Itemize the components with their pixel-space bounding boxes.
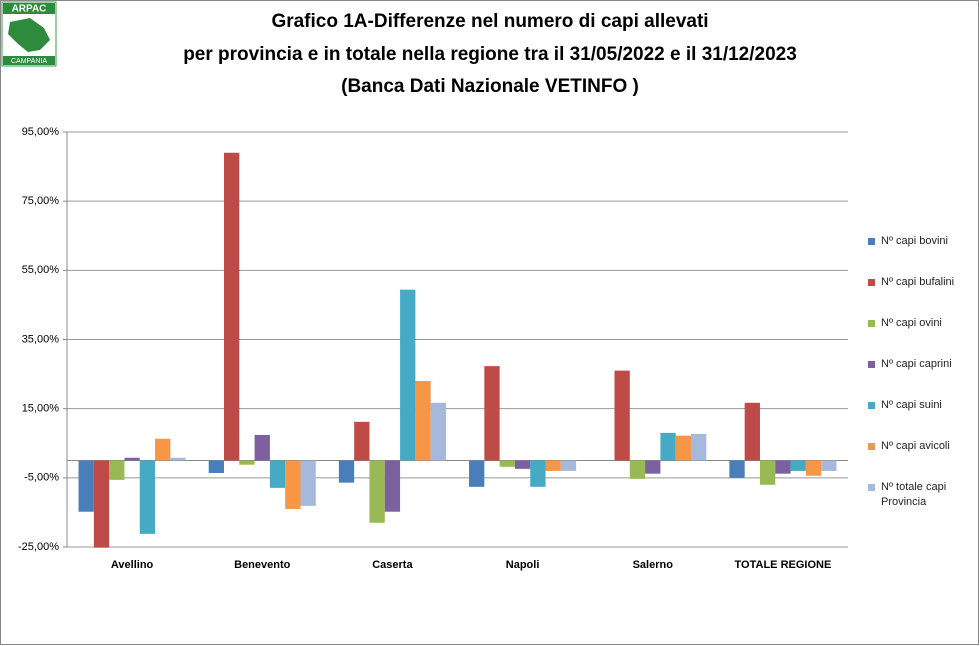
bar <box>514 460 531 469</box>
legend-item: Nº capi bovini <box>868 234 973 249</box>
bar <box>139 460 156 534</box>
legend-swatch <box>868 279 875 286</box>
bar <box>155 438 171 461</box>
bar <box>484 366 500 461</box>
chart-title: Grafico 1A-Differenze nel numero di capi… <box>271 11 708 32</box>
bar <box>239 460 255 465</box>
bar <box>384 460 401 512</box>
logo-band <box>3 3 55 14</box>
bar <box>614 370 630 461</box>
bar <box>660 432 676 461</box>
legend-item: Nº totale capi Provincia <box>868 480 973 510</box>
legend-item: Nº capi bufalini <box>868 275 973 290</box>
bar <box>224 152 240 461</box>
y-tick-label: -5,00% <box>24 472 59 484</box>
bar <box>775 460 791 474</box>
bar <box>170 457 186 461</box>
legend-label: Nº capi suini <box>881 399 942 411</box>
y-tick-label: -25,00% <box>18 541 59 553</box>
legend-item: Nº capi ovini <box>868 316 973 331</box>
bar <box>208 460 224 473</box>
bar <box>691 433 707 461</box>
x-tick-label: Avellino <box>111 559 154 571</box>
legend-swatch <box>868 484 875 491</box>
bar <box>269 460 286 488</box>
legend-item: Nº capi suini <box>868 398 973 413</box>
y-tick-label: 15,00% <box>22 403 60 415</box>
bar <box>744 402 760 461</box>
bar <box>629 460 646 479</box>
bar <box>354 421 370 461</box>
legend-label: Nº capi bufalini <box>881 276 955 288</box>
bar <box>369 460 385 523</box>
legend-label: Nº capi bovini <box>881 235 948 247</box>
bar <box>645 460 661 474</box>
bar <box>821 460 837 471</box>
bar <box>430 402 446 461</box>
bar <box>254 434 270 461</box>
bar <box>415 381 431 461</box>
x-tick-label: Napoli <box>506 559 540 571</box>
legend-swatch <box>868 238 875 245</box>
x-tick-label: Benevento <box>234 559 291 571</box>
legend-item: Nº capi avicoli <box>868 439 973 454</box>
legend-label: Nº totale capi Provincia <box>881 481 947 508</box>
legend-label: Nº capi ovini <box>881 317 942 329</box>
bar <box>285 460 301 509</box>
bar <box>675 435 691 461</box>
logo-text: CAMPANIA <box>11 58 47 65</box>
chart-title: per provincia e in totale nella regione … <box>183 44 797 65</box>
bar <box>469 460 485 487</box>
logo-map <box>8 18 50 52</box>
bar <box>729 460 745 478</box>
bar <box>124 457 140 461</box>
bar <box>499 460 515 467</box>
x-tick-label: Caserta <box>372 559 413 571</box>
bar <box>805 460 822 476</box>
y-tick-label: 95,00% <box>22 126 60 138</box>
x-tick-label: Salerno <box>633 559 674 571</box>
legend-label: Nº capi avicoli <box>881 440 950 452</box>
bar <box>759 460 776 485</box>
legend-label: Nº capi caprini <box>881 358 952 370</box>
bar <box>300 460 316 506</box>
legend-swatch <box>868 361 875 368</box>
bar <box>109 460 125 480</box>
legend-swatch <box>868 402 875 409</box>
y-tick-label: 55,00% <box>22 264 60 276</box>
legend-swatch <box>868 443 875 450</box>
bar <box>78 460 94 512</box>
legend-swatch <box>868 320 875 327</box>
bar <box>545 460 561 471</box>
y-tick-label: 75,00% <box>22 195 60 207</box>
bar <box>338 460 355 483</box>
x-tick-label: TOTALE REGIONE <box>735 559 832 571</box>
bar <box>790 460 806 471</box>
chart-title: (Banca Dati Nazionale VETINFO ) <box>341 76 639 97</box>
y-tick-label: 35,00% <box>22 333 60 345</box>
bar <box>93 460 110 548</box>
bar <box>400 289 416 461</box>
bar <box>560 460 577 471</box>
bar <box>530 460 546 487</box>
legend-item: Nº capi caprini <box>868 357 973 372</box>
logo-band <box>3 56 55 65</box>
logo-text: ARPAC <box>12 4 47 15</box>
